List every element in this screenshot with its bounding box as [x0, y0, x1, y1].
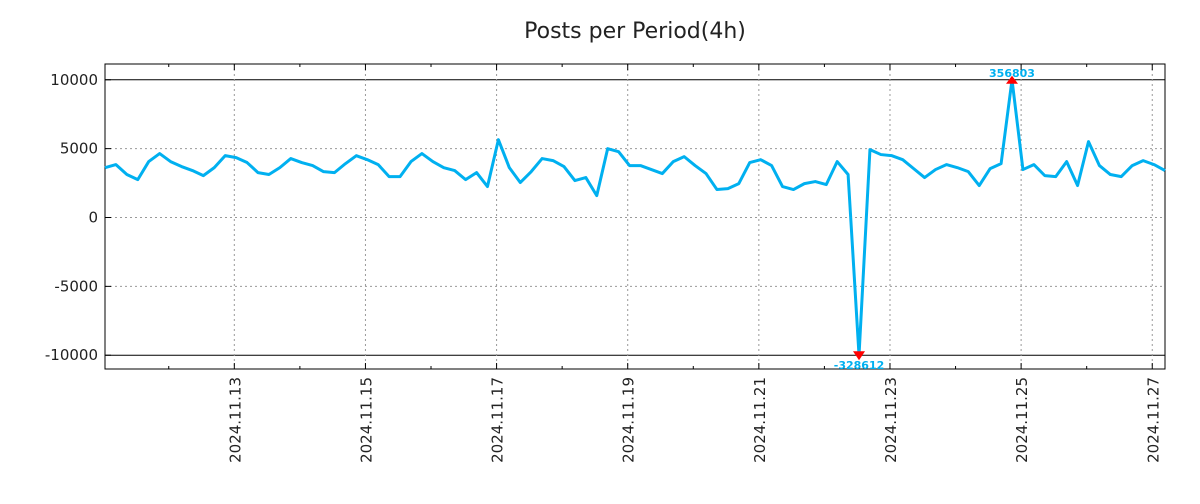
y-tick-label: 5000 — [60, 140, 98, 158]
plot-frame — [105, 64, 1165, 369]
x-tick-label: 2024.11.15 — [357, 377, 375, 463]
max-label: 356803 — [989, 67, 1035, 80]
x-tick-label: 2024.11.13 — [226, 377, 244, 463]
x-tick-label: 2024.11.27 — [1144, 377, 1162, 463]
axes: 10000 5000 0 -5000 -10000 2024.11.13 2024.11.1… — [45, 64, 1165, 463]
y-tick-label: 10000 — [50, 71, 98, 89]
x-tick-label: 2024.11.25 — [1013, 377, 1031, 463]
y-tick-label: -10000 — [45, 346, 98, 364]
y-tick-label: -5000 — [54, 277, 98, 295]
x-tick-label: 2024.11.19 — [620, 377, 638, 463]
grid — [105, 64, 1165, 369]
chart-title: Posts per Period(4h) — [524, 19, 746, 44]
x-tick-label: 2024.11.23 — [882, 377, 900, 463]
min-label: -328612 — [834, 359, 885, 372]
annotations: 356803 -328612 — [834, 67, 1035, 372]
x-tick-label: 2024.11.17 — [489, 377, 507, 463]
x-tick-label: 2024.11.21 — [751, 377, 769, 463]
y-tick-label: 0 — [88, 209, 98, 227]
